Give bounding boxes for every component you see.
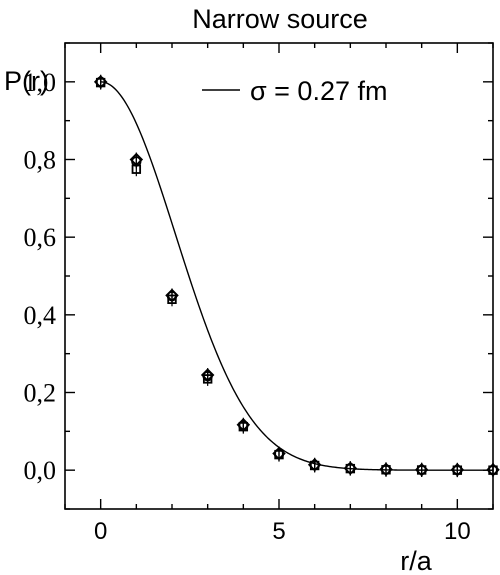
y-tick-label: 0,6: [24, 223, 57, 252]
fit-curve: [100, 81, 493, 471]
x-tick-label: 10: [444, 518, 471, 545]
legend-label: σ = 0.27 fm: [250, 76, 387, 106]
y-tick-label: 0,4: [24, 301, 57, 330]
data-points-layer: [93, 74, 500, 478]
x-tick-label: 5: [272, 518, 285, 545]
plot-frame: [64, 42, 494, 510]
y-tick-label: 0,0: [24, 456, 57, 485]
chart-title: Narrow source: [192, 4, 368, 34]
x-tick-label: 0: [94, 518, 107, 545]
y-axis-label: P(r): [4, 66, 49, 96]
fit-curve-layer: [100, 81, 493, 471]
x-axis-label: r/a: [400, 546, 432, 575]
axis-ticks: 0 5 10 0,0 0,2 0,4 0,6 0,8 1,0: [24, 42, 494, 545]
y-tick-label: 0,2: [24, 379, 57, 408]
y-tick-label: 0,8: [24, 146, 57, 175]
legend: σ = 0.27 fm: [202, 76, 387, 106]
y-tick-label: 1,0: [24, 68, 57, 97]
